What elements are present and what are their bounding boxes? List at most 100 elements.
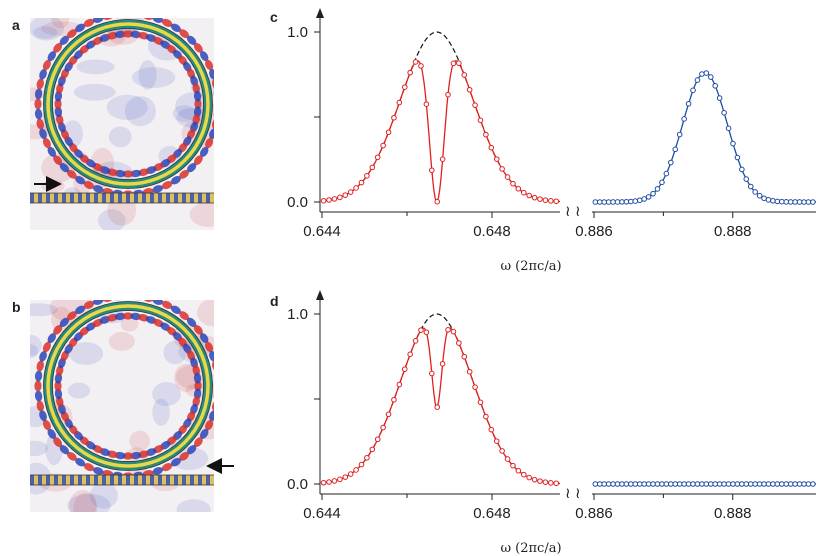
field-lobe bbox=[161, 463, 173, 472]
data-point bbox=[353, 185, 359, 191]
field-lobe bbox=[39, 410, 47, 422]
data-point bbox=[358, 179, 365, 186]
envelope-curve bbox=[321, 31, 561, 203]
field-blob bbox=[189, 202, 214, 227]
waveguide-field bbox=[94, 193, 98, 203]
field-lobe bbox=[122, 452, 134, 460]
field-lobe bbox=[36, 360, 44, 372]
field-lobe bbox=[34, 88, 43, 100]
data-point bbox=[342, 192, 349, 198]
field-lobe bbox=[213, 390, 214, 402]
field-lobe bbox=[47, 146, 57, 157]
data-point bbox=[493, 156, 500, 162]
data-point bbox=[483, 413, 489, 420]
data-point bbox=[483, 131, 489, 138]
waveguide-field bbox=[78, 193, 82, 203]
data-point bbox=[412, 59, 419, 65]
data-point bbox=[752, 481, 758, 487]
ring-edge-outer bbox=[43, 301, 213, 471]
field-lobe bbox=[170, 305, 181, 315]
data-point bbox=[783, 199, 790, 205]
data-point bbox=[668, 159, 674, 166]
axis-break-icon: ≀ bbox=[565, 485, 571, 502]
data-point bbox=[342, 474, 349, 480]
data-point bbox=[636, 481, 643, 487]
field-blob bbox=[30, 334, 42, 356]
waveguide-field bbox=[182, 193, 186, 203]
field-lobe bbox=[186, 444, 197, 455]
field-blob bbox=[152, 381, 181, 407]
data-point bbox=[779, 198, 785, 205]
waveguide-field bbox=[70, 475, 74, 485]
field-lobe bbox=[122, 30, 134, 38]
axis-break-icon: ≀ bbox=[565, 203, 571, 220]
field-lobe bbox=[205, 59, 214, 71]
data-point bbox=[396, 99, 403, 106]
data-point bbox=[690, 481, 696, 487]
data-point bbox=[668, 481, 674, 487]
data-point bbox=[347, 189, 354, 195]
x-tick-label: 0.648 bbox=[473, 223, 511, 240]
x-tick-label: 0.648 bbox=[473, 505, 511, 522]
field-lobe bbox=[75, 305, 86, 315]
data-point bbox=[619, 481, 625, 487]
waveguide-field bbox=[86, 193, 90, 203]
field-lobe bbox=[193, 155, 203, 165]
data-point bbox=[610, 199, 616, 205]
data-point bbox=[810, 199, 816, 205]
data-point bbox=[756, 192, 763, 199]
data-point bbox=[636, 197, 643, 204]
data-point bbox=[596, 199, 603, 205]
waveguide-field bbox=[38, 475, 42, 485]
data-point bbox=[396, 381, 403, 388]
data-point bbox=[364, 454, 370, 461]
data-point bbox=[353, 467, 359, 473]
field-lobe bbox=[34, 108, 43, 120]
field-lobe bbox=[132, 300, 144, 301]
data-point bbox=[504, 456, 511, 462]
field-lobe bbox=[186, 317, 197, 328]
waveguide-field bbox=[150, 475, 154, 485]
data-point bbox=[364, 172, 370, 179]
field-lobe bbox=[67, 169, 77, 179]
data-point bbox=[730, 481, 736, 487]
data-point bbox=[548, 480, 554, 486]
chart-d: 0.0 1.0 0.644 0.648 0.886 0.888 ≀ ≀ bbox=[287, 290, 816, 522]
data-point bbox=[761, 195, 767, 202]
field-blob bbox=[172, 105, 196, 122]
field-lobe bbox=[123, 10, 134, 17]
data-point bbox=[654, 481, 661, 487]
field-lobe bbox=[112, 300, 124, 301]
data-point bbox=[712, 481, 719, 487]
data-point bbox=[374, 154, 381, 161]
data-point bbox=[610, 481, 616, 487]
waveguide-field bbox=[110, 475, 114, 485]
field-lobe bbox=[214, 99, 221, 110]
data-point bbox=[716, 95, 723, 101]
data-point bbox=[331, 196, 338, 202]
chart-c: 0.0 1.0 0.644 0.648 0.886 0.888 ≀ ≀ bbox=[287, 8, 816, 240]
field-map-b bbox=[30, 300, 214, 512]
data-point bbox=[450, 60, 457, 67]
data-point bbox=[721, 109, 727, 116]
data-point bbox=[407, 69, 413, 76]
field-lobe bbox=[39, 350, 47, 362]
data-point bbox=[520, 189, 527, 196]
data-point bbox=[707, 74, 714, 80]
waveguide-field bbox=[134, 193, 138, 203]
field-blob bbox=[67, 493, 111, 512]
y-tick-label: 0.0 bbox=[287, 194, 308, 211]
field-lobe bbox=[59, 35, 70, 46]
field-lobe bbox=[193, 90, 202, 102]
data-point bbox=[605, 199, 612, 205]
x-tick-label: 0.888 bbox=[714, 223, 752, 240]
field-lobe bbox=[53, 325, 63, 335]
field-blob bbox=[67, 382, 91, 399]
data-point bbox=[439, 156, 446, 162]
data-point bbox=[632, 481, 639, 487]
field-lobe bbox=[205, 419, 214, 431]
data-point bbox=[628, 481, 634, 487]
data-point bbox=[380, 424, 386, 431]
field-lobe bbox=[53, 43, 63, 53]
data-point bbox=[531, 476, 538, 483]
